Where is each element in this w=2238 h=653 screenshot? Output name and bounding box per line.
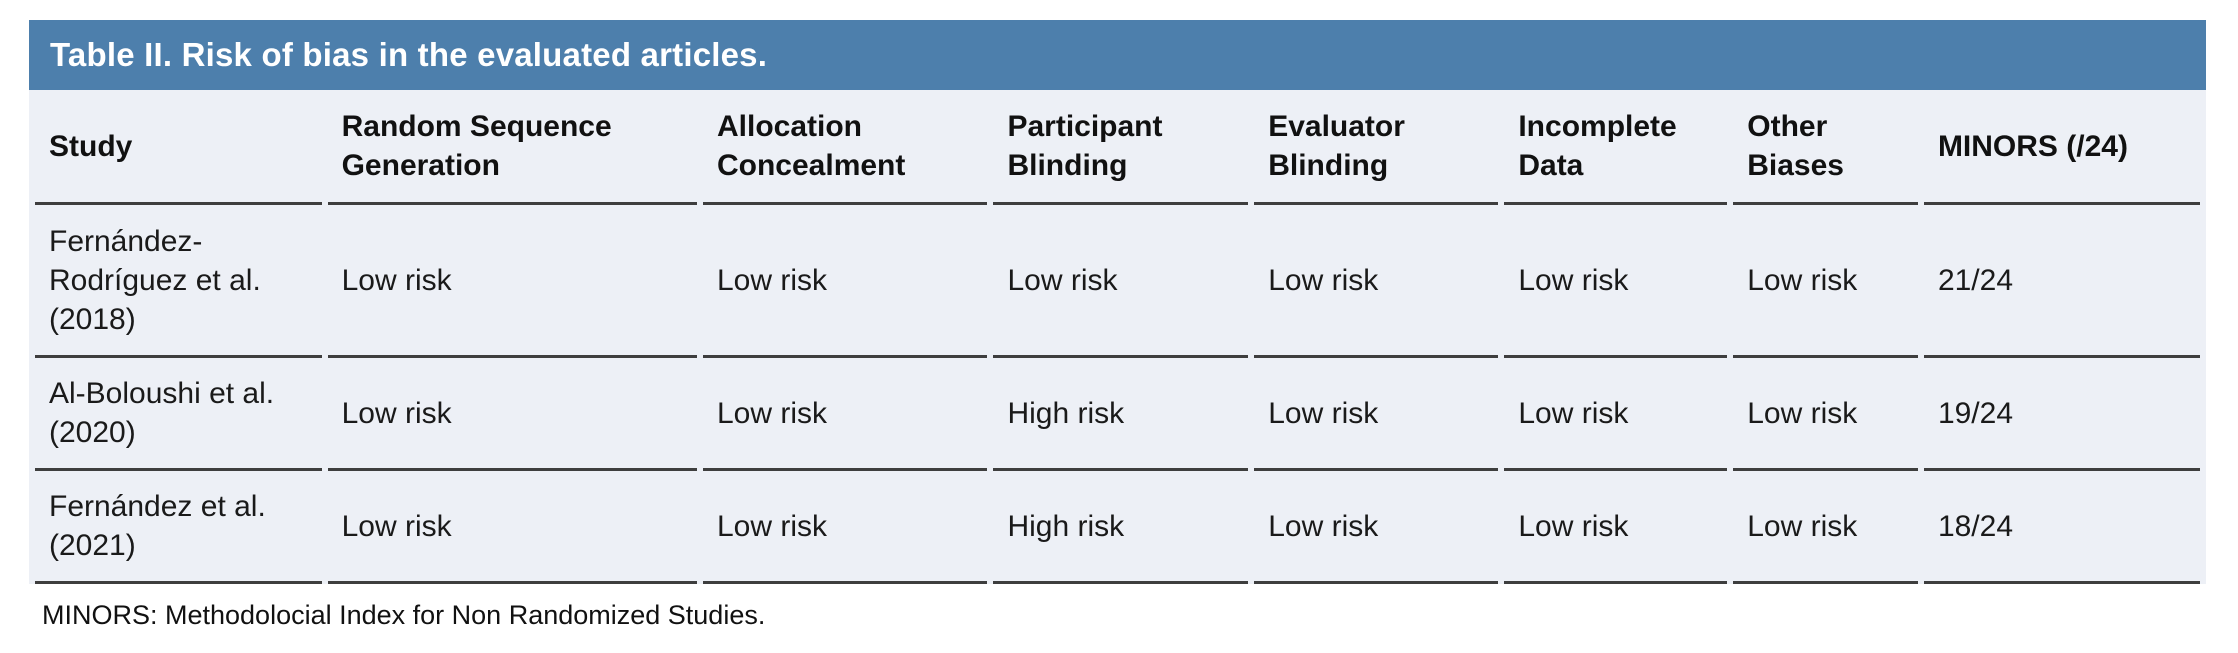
risk-cell: Low risk xyxy=(1733,205,1918,358)
minors-score-cell: 21/24 xyxy=(1923,205,2200,358)
risk-of-bias-table: Study Random Sequence Generation Allocat… xyxy=(29,90,2206,584)
column-header-incomplete-data: Incomplete Data xyxy=(1504,90,1728,205)
risk-cell: Low risk xyxy=(1733,358,1918,471)
risk-cell: Low risk xyxy=(1254,358,1499,471)
column-header-random-sequence-generation: Random Sequence Generation xyxy=(327,90,697,205)
study-cell: Fernández-Rodríguez et al. (2018) xyxy=(35,205,322,358)
risk-cell: Low risk xyxy=(327,471,697,584)
risk-cell: Low risk xyxy=(1733,471,1918,584)
minors-score-cell: 18/24 xyxy=(1923,471,2200,584)
risk-cell: Low risk xyxy=(702,358,988,471)
risk-cell: Low risk xyxy=(1504,471,1728,584)
risk-cell: High risk xyxy=(993,471,1249,584)
table-title: Table II. Risk of bias in the evaluated … xyxy=(50,36,768,73)
table-title-bar: Table II. Risk of bias in the evaluated … xyxy=(29,20,2206,90)
column-header-participant-blinding: Participant Blinding xyxy=(993,90,1249,205)
risk-cell: Low risk xyxy=(1254,205,1499,358)
risk-cell: Low risk xyxy=(1504,205,1728,358)
table-row: Al-Boloushi et al. (2020) Low risk Low r… xyxy=(35,358,2200,471)
risk-cell: Low risk xyxy=(1504,358,1728,471)
table-footnote: MINORS: Methodolocial Index for Non Rand… xyxy=(42,600,766,630)
risk-cell: Low risk xyxy=(702,471,988,584)
study-cell: Fernández et al. (2021) xyxy=(35,471,322,584)
column-header-minors-score: MINORS (/24) xyxy=(1923,90,2200,205)
minors-score-cell: 19/24 xyxy=(1923,358,2200,471)
table-row: Fernández et al. (2021) Low risk Low ris… xyxy=(35,471,2200,584)
table-row: Fernández-Rodríguez et al. (2018) Low ri… xyxy=(35,205,2200,358)
risk-cell: Low risk xyxy=(1254,471,1499,584)
column-header-study: Study xyxy=(35,90,322,205)
risk-cell: Low risk xyxy=(993,205,1249,358)
header-row: Study Random Sequence Generation Allocat… xyxy=(35,90,2200,205)
column-header-allocation-concealment: Allocation Concealment xyxy=(702,90,988,205)
table-container: Study Random Sequence Generation Allocat… xyxy=(29,90,2206,584)
study-cell: Al-Boloushi et al. (2020) xyxy=(35,358,322,471)
risk-cell: High risk xyxy=(993,358,1249,471)
risk-cell: Low risk xyxy=(702,205,988,358)
risk-cell: Low risk xyxy=(327,205,697,358)
column-header-evaluator-blinding: Evaluator Blinding xyxy=(1254,90,1499,205)
column-header-other-biases: Other Biases xyxy=(1733,90,1918,205)
risk-cell: Low risk xyxy=(327,358,697,471)
